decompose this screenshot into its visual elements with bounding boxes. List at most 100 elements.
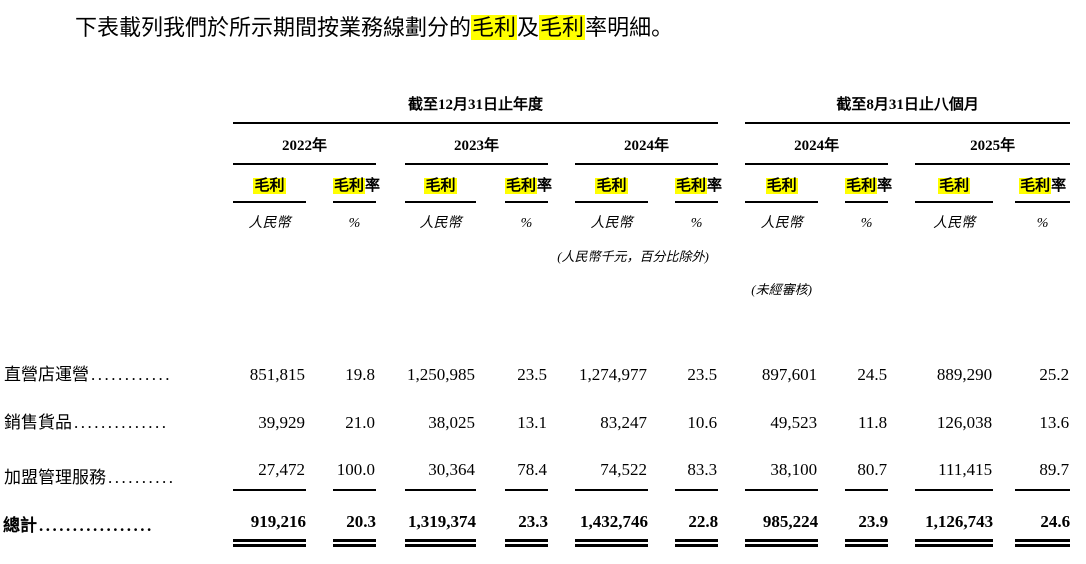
col-header-gross-margin: 毛利率: [1015, 164, 1071, 203]
empty-cell: [233, 233, 548, 266]
value-cell: 1,250,985: [407, 365, 475, 385]
value-cell: 89.7: [1015, 434, 1071, 491]
gross-profit-table: 截至12月31日止年度 截至8月31日止八個月 2022年 2023年 2024…: [3, 88, 1071, 547]
empty-cell: [3, 164, 233, 202]
gap-cell: [548, 435, 575, 490]
gap-cell: [993, 202, 1015, 233]
title-highlight-gross-profit-2: 毛利: [539, 15, 586, 40]
intro-text-suffix: 率明細。: [585, 15, 674, 40]
unit-header-row: 人民幣 % 人民幣 % 人民幣 % 人民幣 % 人民幣 %: [3, 202, 1070, 233]
value-cell: 23.5: [687, 365, 718, 385]
empty-cell: [3, 266, 233, 299]
gap-cell: [888, 123, 915, 165]
total-value-cell: 1,126,743: [915, 489, 994, 547]
gap-cell: [818, 435, 845, 490]
value-cell: 27,472: [233, 434, 306, 491]
gap-cell: [376, 123, 405, 165]
empty-cell: [3, 233, 233, 266]
total-value-cell: 24.6: [1015, 489, 1071, 547]
gap-cell: [718, 88, 745, 123]
intro-text-prefix: 下表載列我們於所示期間按業務線劃分的: [75, 15, 472, 40]
column-header-row: 毛利 毛利率 毛利 毛利率 毛利 毛利率 毛利 毛利率 毛利 毛利率: [3, 164, 1071, 203]
dot-leader: ............: [91, 365, 172, 385]
gap-cell: [476, 350, 505, 387]
gap-cell: [648, 202, 675, 233]
value-cell: 74,522: [575, 434, 648, 491]
unit-currency: 人民幣: [248, 215, 291, 231]
year-header-2024-8m: 2024年: [745, 122, 889, 165]
gap-cell: [376, 435, 405, 490]
year-header-row: 2022年 2023年 2024年 2024年 2025年: [3, 122, 1071, 165]
gross-profit-highlight: 毛利: [253, 178, 286, 194]
gross-profit-highlight: 毛利: [424, 178, 457, 194]
total-value-cell: 23.9: [845, 489, 889, 547]
table-row-total: 總計................. 919,216 20.3 1,319,3…: [3, 489, 1071, 547]
unit-percent: %: [690, 215, 703, 231]
value-cell: 78.4: [505, 434, 548, 491]
unit-percent: %: [520, 215, 533, 231]
intro-sentence: 下表載列我們於所示期間按業務線劃分的毛利及毛利率明細。: [0, 13, 1086, 43]
gap-cell: [718, 490, 745, 543]
gap-cell: [718, 202, 745, 233]
year-header-2025: 2025年: [915, 122, 1071, 165]
col-header-gross-profit: 毛利: [745, 164, 819, 203]
value-cell: 23.5: [517, 365, 547, 385]
value-cell: 13.6: [1039, 412, 1070, 432]
gap-cell: [818, 202, 845, 233]
dot-leader: .................: [39, 515, 154, 535]
gap-cell: [306, 490, 333, 543]
row-label: 直營店運營............: [3, 350, 233, 387]
gap-cell: [548, 123, 575, 165]
gross-margin-highlight: 毛利: [845, 178, 878, 194]
gap-cell: [306, 350, 333, 387]
empty-cell: [718, 233, 1070, 266]
col-header-gross-profit: 毛利: [233, 164, 306, 203]
gap-cell: [648, 350, 675, 387]
row-label-total: 總計.................: [3, 490, 233, 543]
col-header-gross-margin: 毛利率: [845, 164, 892, 203]
spacer-row: [3, 298, 1070, 350]
value-cell: 111,415: [915, 434, 994, 491]
empty-cell: [3, 123, 233, 165]
value-cell: 80.7: [845, 434, 889, 491]
gap-cell: [888, 164, 915, 202]
group-header-annual: 截至12月31日止年度: [233, 88, 719, 124]
value-cell: 19.8: [345, 365, 375, 385]
gap-cell: [888, 202, 915, 233]
gross-margin-suffix: 率: [365, 178, 381, 194]
empty-cell: [845, 266, 1070, 299]
row-label-text: 加盟管理服務: [4, 467, 106, 487]
title-highlight-gross-profit-1: 毛利: [471, 15, 518, 40]
gap-cell: [476, 202, 505, 233]
unit-percent: %: [1036, 215, 1049, 231]
row-label: 銷售貨品..............: [3, 388, 233, 435]
gap-cell: [476, 435, 505, 490]
table-row-direct-stores: 直營店運營............ 851,815 19.8 1,250,985…: [3, 350, 1070, 387]
gap-cell: [306, 164, 333, 202]
unaudited-note: (未經審核): [751, 281, 812, 297]
value-cell: 24.5: [857, 365, 888, 385]
gap-cell: [718, 164, 745, 202]
value-cell: 21.0: [345, 412, 375, 432]
gap-cell: [376, 350, 405, 387]
gap-cell: [376, 164, 405, 202]
unit-currency: 人民幣: [419, 215, 462, 231]
year-header-2024: 2024年: [575, 122, 719, 165]
gap-cell: [818, 490, 845, 543]
gross-margin-suffix: 率: [877, 178, 893, 194]
total-value-cell: 1,432,746: [575, 489, 648, 547]
units-note: (人民幣千元，百分比除外): [557, 248, 709, 264]
total-value-cell: 985,224: [745, 489, 819, 547]
value-cell: 1,274,977: [579, 365, 647, 385]
gap-cell: [818, 164, 845, 202]
gap-cell: [718, 388, 745, 435]
value-cell: 13.1: [517, 412, 547, 432]
unit-currency: 人民幣: [933, 215, 976, 231]
gap-cell: [306, 435, 333, 490]
year-header-2022: 2022年: [233, 122, 376, 165]
gross-profit-highlight: 毛利: [938, 178, 971, 194]
unit-currency: 人民幣: [590, 215, 633, 231]
gap-cell: [993, 350, 1015, 387]
unaudited-note-row: (未經審核): [3, 266, 1070, 299]
gap-cell: [548, 164, 575, 202]
